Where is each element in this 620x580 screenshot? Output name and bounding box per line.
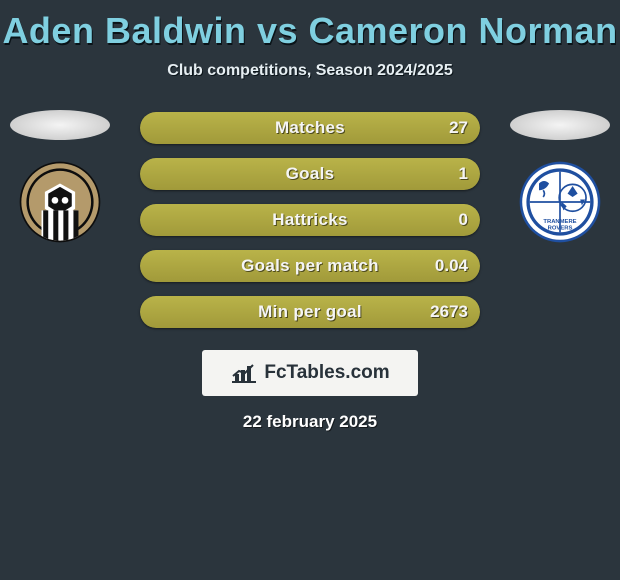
date-text: 22 february 2025 [0, 412, 620, 432]
stat-bar-label: Goals per match [140, 256, 480, 276]
stat-bar-value: 0 [459, 210, 468, 230]
player-left-silhouette [10, 110, 110, 140]
subtitle: Club competitions, Season 2024/2025 [0, 62, 620, 80]
brand-logo[interactable]: FcTables.com [202, 350, 418, 396]
stat-bar-value: 1 [459, 164, 468, 184]
comparison-content: TRANMERE ROVERS Matches 27 Goals 1 Hattr… [0, 110, 620, 432]
stat-bar-value: 2673 [430, 302, 468, 322]
player-left-column [0, 110, 120, 244]
club-crest-left [18, 160, 102, 244]
player-right-column: TRANMERE ROVERS [500, 110, 620, 244]
svg-text:TRANMERE: TRANMERE [543, 219, 576, 225]
chart-icon [230, 362, 258, 384]
stat-bar-label: Hattricks [140, 210, 480, 230]
stat-bars: Matches 27 Goals 1 Hattricks 0 Goals per… [140, 110, 480, 328]
club-crest-right: TRANMERE ROVERS [518, 160, 602, 244]
stat-bar: Matches 27 [140, 112, 480, 144]
player-right-silhouette [510, 110, 610, 140]
stat-bar-value: 27 [449, 118, 468, 138]
stat-bar: Hattricks 0 [140, 204, 480, 236]
stat-bar: Goals 1 [140, 158, 480, 190]
page-title: Aden Baldwin vs Cameron Norman [0, 0, 620, 52]
stat-bar: Goals per match 0.04 [140, 250, 480, 282]
stat-bar-value: 0.04 [435, 256, 468, 276]
brand-text: FcTables.com [264, 362, 389, 384]
svg-text:ROVERS: ROVERS [548, 226, 573, 232]
stat-bar-label: Matches [140, 118, 480, 138]
stat-bar: Min per goal 2673 [140, 296, 480, 328]
stat-bar-label: Goals [140, 164, 480, 184]
stat-bar-label: Min per goal [140, 302, 480, 322]
